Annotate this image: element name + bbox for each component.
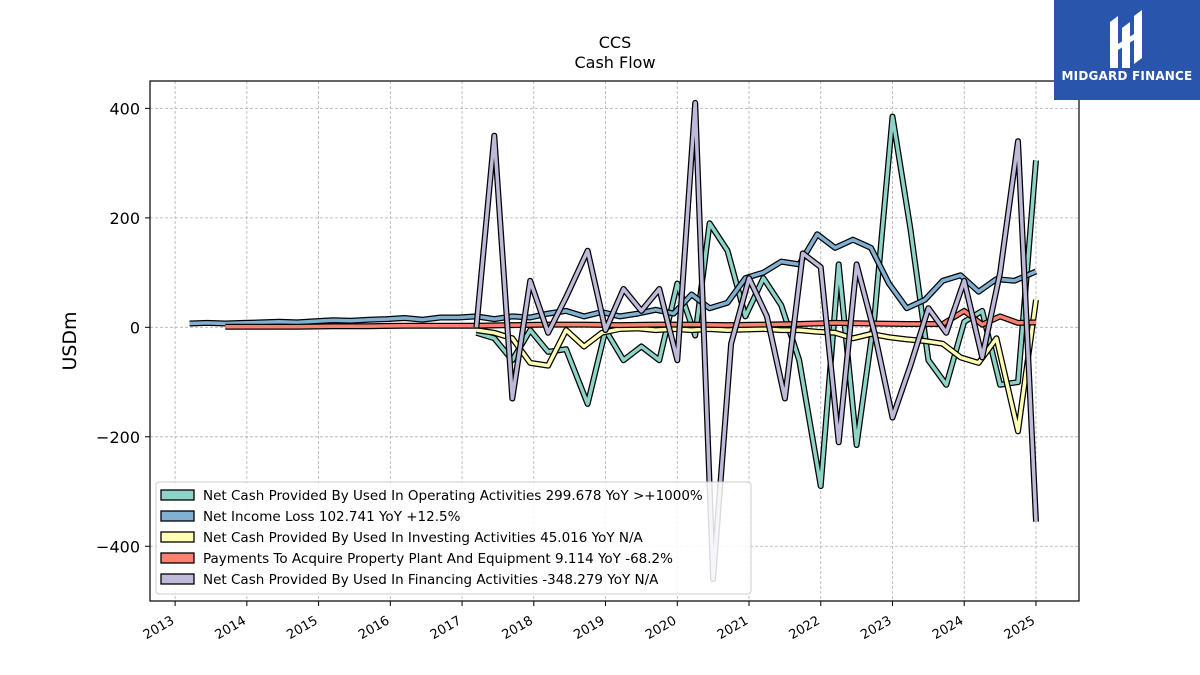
series-line-3 [225, 307, 1037, 330]
brand-name: MIDGARD FINANCE [1061, 69, 1193, 83]
series-outline [475, 113, 1039, 490]
legend-label: Net Cash Provided By Used In Investing A… [203, 530, 644, 546]
series-stroke [474, 101, 1038, 581]
x-tick-label: 2020 [643, 613, 679, 643]
brand-logo: MIDGARD FINANCE [1054, 0, 1200, 100]
y-tick-label: −400 [96, 537, 140, 556]
series-stroke [476, 299, 1038, 434]
x-tick-label: 2025 [1002, 613, 1038, 643]
legend-label: Net Cash Provided By Used In Financing A… [203, 572, 659, 588]
legend-swatch [160, 510, 195, 522]
series-stroke [225, 309, 1037, 329]
legend-label: Payments To Acquire Property Plant And E… [203, 551, 673, 567]
midgard-logo-icon [1110, 10, 1142, 68]
legend-label: Net Income Loss 102.741 YoY +12.5% [203, 509, 461, 525]
y-tick-label: 400 [109, 99, 140, 118]
x-tick-label: 2022 [787, 613, 823, 643]
x-tick-label: 2023 [858, 613, 894, 643]
y-tick-label: 0 [130, 318, 140, 337]
x-tick-label: 2014 [213, 613, 249, 643]
series-line-4 [473, 99, 1039, 583]
x-tick-label: 2013 [141, 613, 177, 643]
chart-title: CCS [599, 33, 632, 52]
legend-swatch [160, 552, 195, 564]
y-tick-label: 200 [109, 209, 140, 228]
x-tick-label: 2015 [284, 613, 320, 643]
legend-swatch [160, 573, 195, 585]
series-line-0 [475, 113, 1039, 490]
plot-frame [149, 80, 1080, 602]
x-tick-label: 2021 [715, 613, 751, 643]
x-tick-label: 2017 [428, 613, 464, 643]
series-lines [189, 99, 1039, 583]
legend-swatch [160, 489, 195, 501]
series-stroke [475, 114, 1038, 488]
legend: Net Cash Provided By Used In Operating A… [155, 481, 752, 595]
legend-swatch [160, 531, 195, 543]
series-line-2 [475, 299, 1039, 435]
y-axis-label: USDm [59, 311, 81, 370]
x-tick-label: 2024 [930, 613, 966, 643]
y-tick-label: −200 [96, 428, 140, 447]
x-tick-label: 2019 [571, 613, 607, 643]
x-tick-label: 2018 [500, 613, 536, 643]
legend-label: Net Cash Provided By Used In Operating A… [203, 488, 703, 504]
legend-box [155, 481, 752, 595]
chart-subtitle: Cash Flow [574, 53, 655, 72]
x-tick-label: 2016 [356, 613, 392, 643]
